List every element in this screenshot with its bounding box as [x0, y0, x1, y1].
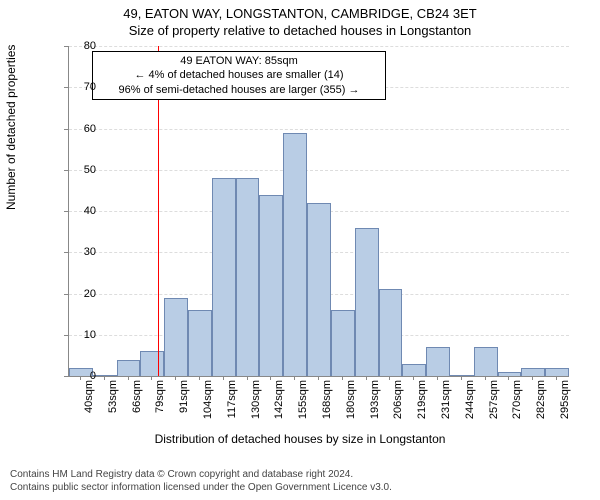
- x-tick-mark: [389, 376, 390, 380]
- y-tick-mark: [64, 376, 68, 377]
- y-tick-mark: [64, 170, 68, 171]
- x-tick-label: 130sqm: [250, 380, 262, 430]
- y-tick-label: 10: [66, 329, 96, 341]
- histogram-bar: [212, 178, 236, 376]
- y-tick-label: 80: [66, 40, 96, 52]
- x-tick-mark: [461, 376, 462, 380]
- histogram-bar: [402, 364, 426, 376]
- footer-credits: Contains HM Land Registry data © Crown c…: [10, 469, 392, 494]
- histogram-bar: [259, 195, 283, 377]
- x-tick-mark: [532, 376, 533, 380]
- y-tick-label: 20: [66, 288, 96, 300]
- x-tick-mark: [294, 376, 295, 380]
- x-tick-mark: [437, 376, 438, 380]
- x-tick-mark: [151, 376, 152, 380]
- x-tick-label: 117sqm: [226, 380, 238, 430]
- y-tick-label: 60: [66, 123, 96, 135]
- x-tick-mark: [413, 376, 414, 380]
- title-sub: Size of property relative to detached ho…: [0, 21, 600, 42]
- x-tick-label: 270sqm: [511, 380, 523, 430]
- histogram-bar: [331, 310, 355, 376]
- y-axis-label: Number of detached properties: [4, 45, 18, 210]
- y-tick-label: 50: [66, 164, 96, 176]
- x-tick-mark: [247, 376, 248, 380]
- x-tick-mark: [556, 376, 557, 380]
- x-tick-label: 168sqm: [321, 380, 333, 430]
- histogram-bar: [426, 347, 450, 376]
- histogram-bar: [307, 203, 331, 376]
- footer-line2: Contains public sector information licen…: [10, 482, 392, 495]
- y-tick-label: 30: [66, 246, 96, 258]
- x-tick-mark: [270, 376, 271, 380]
- x-tick-label: 104sqm: [202, 380, 214, 430]
- histogram-bar: [188, 310, 212, 376]
- x-tick-label: 193sqm: [369, 380, 381, 430]
- x-tick-label: 91sqm: [178, 380, 190, 430]
- x-tick-mark: [80, 376, 81, 380]
- footer-line1: Contains HM Land Registry data © Crown c…: [10, 469, 392, 482]
- x-tick-mark: [318, 376, 319, 380]
- x-tick-mark: [485, 376, 486, 380]
- x-tick-mark: [104, 376, 105, 380]
- y-tick-mark: [64, 129, 68, 130]
- y-tick-label: 40: [66, 205, 96, 217]
- histogram-bar: [521, 368, 545, 376]
- y-tick-mark: [64, 335, 68, 336]
- histogram-bar: [117, 360, 141, 377]
- x-tick-mark: [508, 376, 509, 380]
- x-tick-label: 244sqm: [464, 380, 476, 430]
- y-tick-mark: [64, 87, 68, 88]
- x-tick-label: 295sqm: [559, 380, 571, 430]
- histogram-bar: [379, 289, 403, 376]
- x-tick-label: 282sqm: [535, 380, 547, 430]
- histogram-bar: [355, 228, 379, 377]
- y-tick-mark: [64, 46, 68, 47]
- x-tick-label: 257sqm: [488, 380, 500, 430]
- x-tick-label: 79sqm: [154, 380, 166, 430]
- grid-line: [69, 170, 569, 171]
- x-tick-label: 206sqm: [392, 380, 404, 430]
- histogram-bar: [140, 351, 164, 376]
- x-tick-mark: [128, 376, 129, 380]
- x-tick-label: 53sqm: [107, 380, 119, 430]
- histogram-bar: [164, 298, 188, 376]
- histogram-bar: [474, 347, 498, 376]
- x-tick-mark: [175, 376, 176, 380]
- annotation-line1: 49 EATON WAY: 85sqm: [97, 54, 381, 68]
- x-tick-label: 40sqm: [83, 380, 95, 430]
- annotation-line3: 96% of semi-detached houses are larger (…: [97, 83, 381, 97]
- x-tick-label: 155sqm: [297, 380, 309, 430]
- x-tick-mark: [223, 376, 224, 380]
- y-tick-label: 70: [66, 81, 96, 93]
- x-tick-label: 219sqm: [416, 380, 428, 430]
- title-main: 49, EATON WAY, LONGSTANTON, CAMBRIDGE, C…: [0, 0, 600, 21]
- x-tick-mark: [366, 376, 367, 380]
- x-tick-mark: [199, 376, 200, 380]
- x-tick-label: 142sqm: [273, 380, 285, 430]
- annotation-box: 49 EATON WAY: 85sqm ← 4% of detached hou…: [92, 51, 386, 100]
- x-tick-label: 231sqm: [440, 380, 452, 430]
- chart-container: 49, EATON WAY, LONGSTANTON, CAMBRIDGE, C…: [0, 0, 600, 500]
- y-tick-mark: [64, 211, 68, 212]
- x-tick-mark: [342, 376, 343, 380]
- histogram-bar: [283, 133, 307, 376]
- x-tick-label: 66sqm: [131, 380, 143, 430]
- y-tick-mark: [64, 252, 68, 253]
- y-tick-mark: [64, 294, 68, 295]
- histogram-bar: [545, 368, 569, 376]
- grid-line: [69, 46, 569, 47]
- histogram-bar: [236, 178, 260, 376]
- x-axis-label: Distribution of detached houses by size …: [0, 432, 600, 446]
- x-tick-label: 180sqm: [345, 380, 357, 430]
- grid-line: [69, 129, 569, 130]
- annotation-line2: ← 4% of detached houses are smaller (14): [97, 68, 381, 82]
